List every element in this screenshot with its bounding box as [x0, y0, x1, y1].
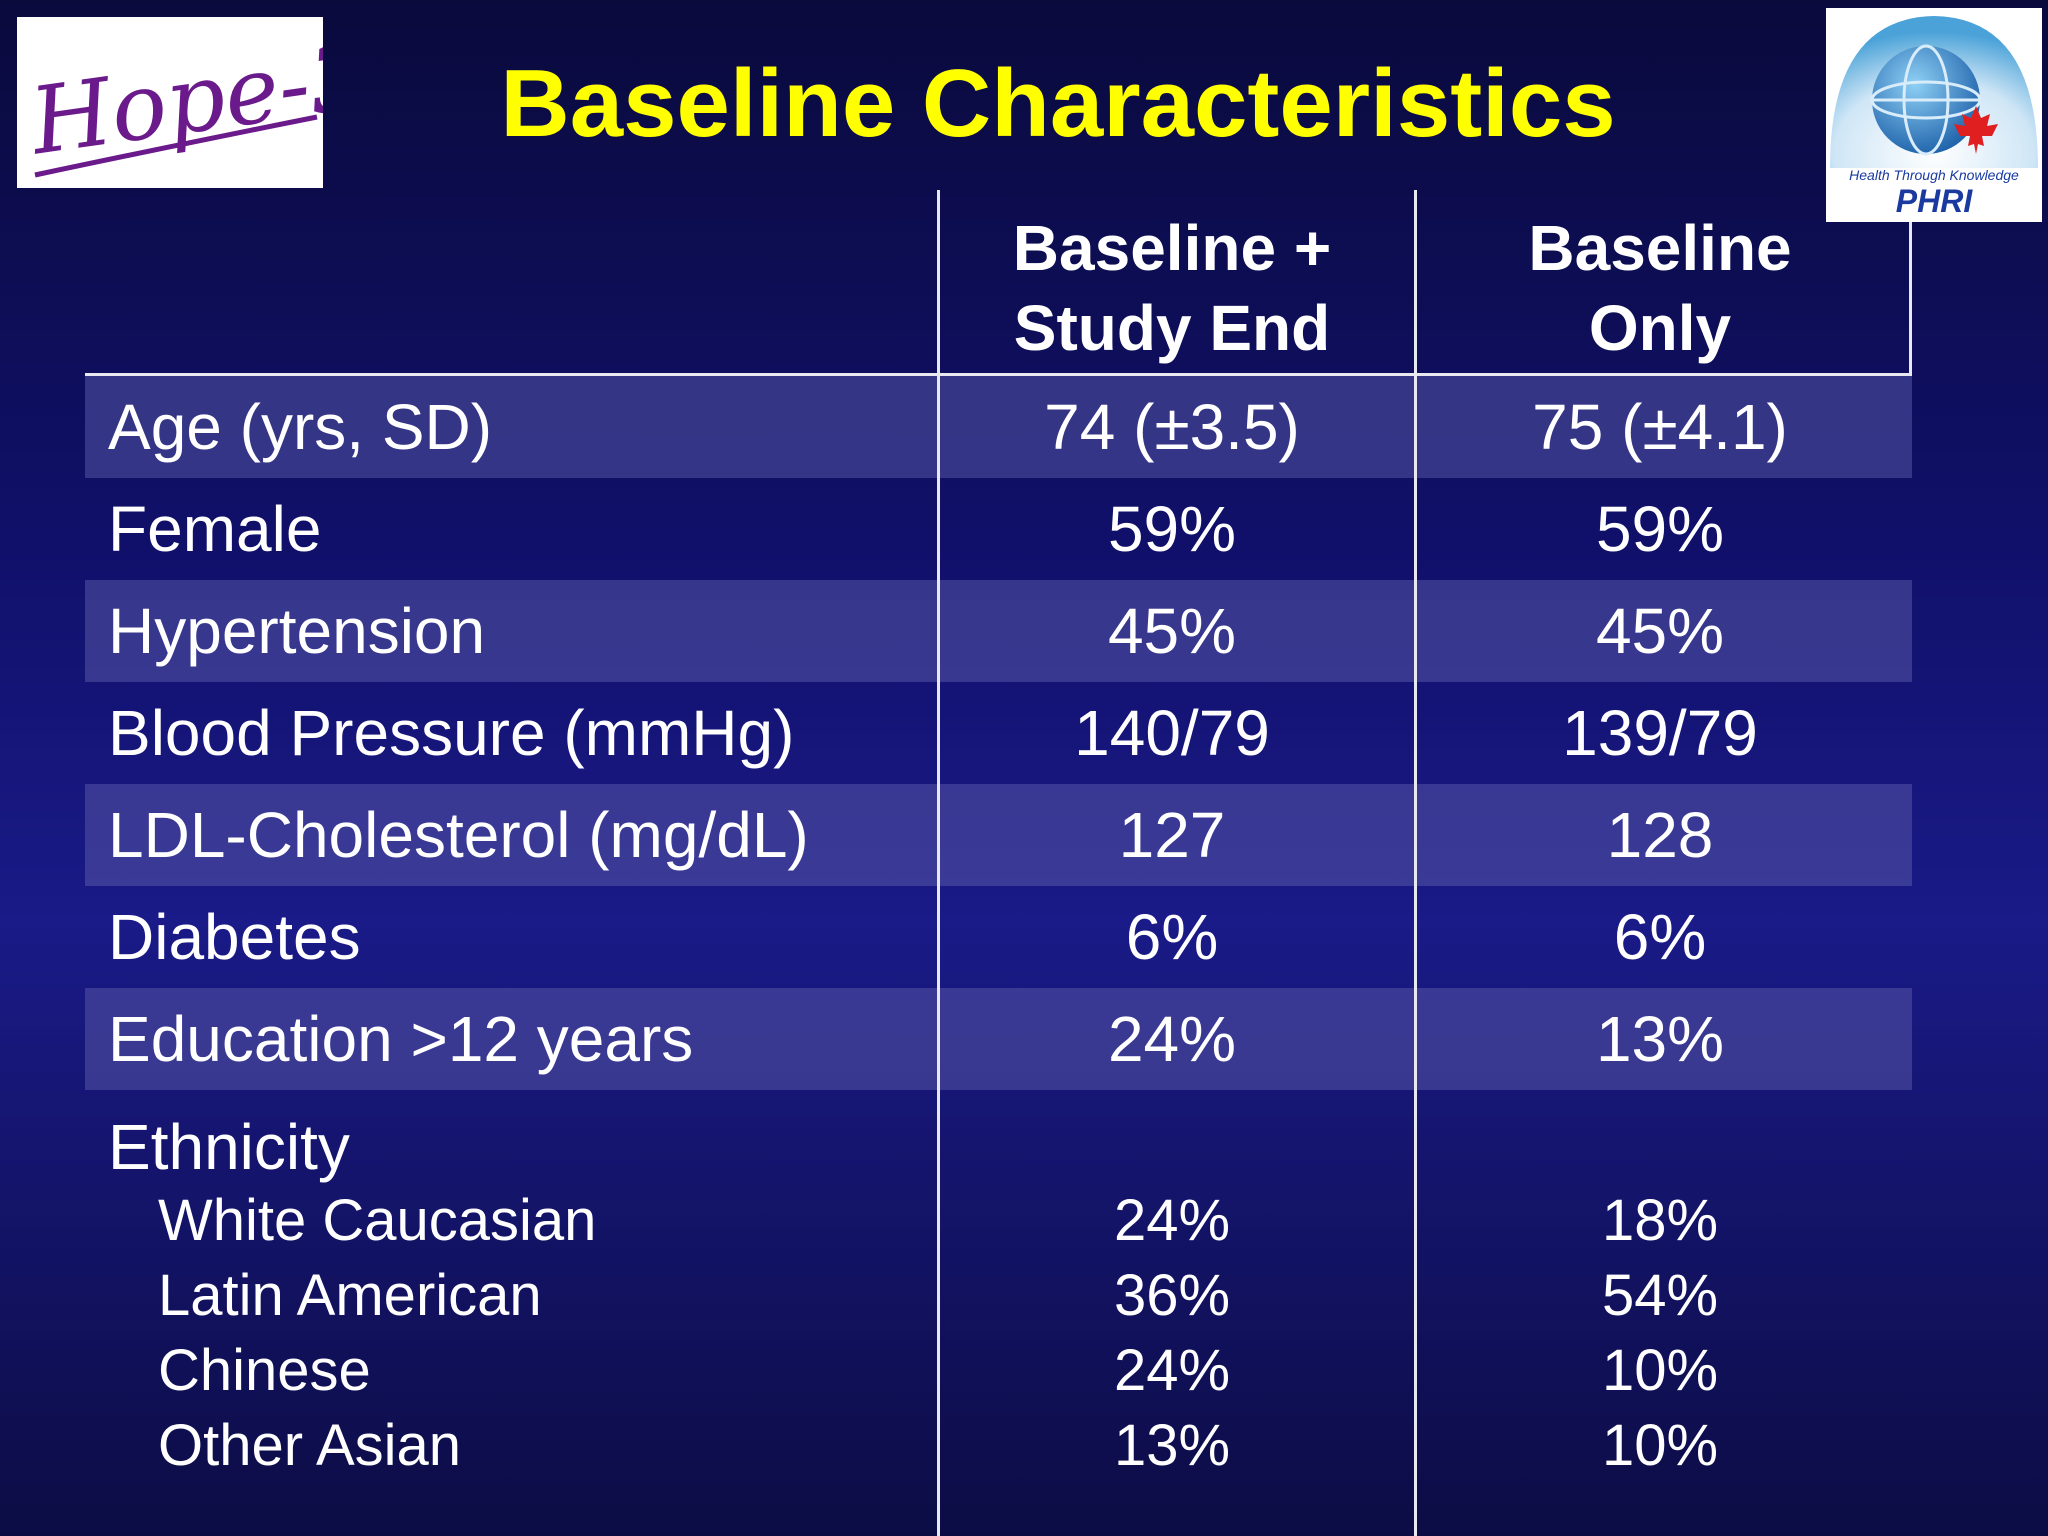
ethnicity-value: 36% — [1113, 1263, 1231, 1328]
row-value-col2: 59% — [1595, 493, 1725, 565]
ethnicity-label: Latin American — [158, 1263, 542, 1328]
row-label: LDL-Cholesterol (mg/dL) — [108, 799, 809, 871]
column-header-baseline-only: Baseline Only — [1415, 208, 1905, 368]
table-row-blood-pressure: Blood Pressure (mmHg) 140/79 139/79 — [85, 682, 1912, 784]
table-row-diabetes: Diabetes 6% 6% — [85, 886, 1912, 988]
row-value-col1: 45% — [1107, 595, 1237, 667]
ethnicity-value: 24% — [1113, 1188, 1231, 1253]
hope3-underline — [34, 114, 318, 178]
maple-leaf-icon — [1954, 106, 1998, 154]
table-row-hypertension: Hypertension 45% 45% — [85, 580, 1912, 682]
column-header-line: Only — [1588, 292, 1732, 364]
ethnicity-label: White Caucasian — [158, 1188, 597, 1253]
ethnicity-labels: White Caucasian Latin American Chinese O… — [158, 1183, 596, 1483]
table-row-age: Age (yrs, SD) 74 (±3.5) 75 (±4.1) — [85, 376, 1912, 478]
column-header-line: Study End — [1013, 292, 1331, 364]
ethnicity-label: Other Asian — [158, 1413, 462, 1478]
row-value-col2: 45% — [1595, 595, 1725, 667]
header-divider — [85, 373, 1912, 376]
phri-name: PHRI — [1896, 183, 1974, 219]
row-label: Age (yrs, SD) — [108, 391, 493, 463]
row-value-col1: 74 (±3.5) — [1044, 391, 1300, 463]
row-value-col1: 6% — [1125, 901, 1219, 973]
ethnicity-value: 13% — [1113, 1413, 1231, 1478]
row-value-col1: 140/79 — [1074, 697, 1270, 769]
hope3-logo: Hope-3 — [17, 17, 323, 188]
row-value-col2: 6% — [1613, 901, 1707, 973]
row-label: Female — [108, 493, 322, 565]
row-value-col2: 75 (±4.1) — [1532, 391, 1788, 463]
column-header-line: Baseline — [1528, 212, 1792, 284]
ethnicity-values-col2: 18% 54% 10% 10% — [1415, 1183, 1905, 1483]
row-value-col2: 13% — [1595, 1003, 1725, 1075]
page-title: Baseline Characteristics — [500, 50, 1616, 157]
ethnicity-values-col1: 24% 36% 24% 13% — [937, 1183, 1407, 1483]
column-divider-2 — [1414, 190, 1417, 1536]
ethnicity-value: 54% — [1601, 1263, 1719, 1328]
row-label: Blood Pressure (mmHg) — [108, 697, 795, 769]
ethnicity-value: 24% — [1113, 1338, 1231, 1403]
ethnicity-value: 18% — [1601, 1188, 1719, 1253]
row-label: Diabetes — [108, 901, 361, 973]
ethnicity-heading: Ethnicity — [108, 1111, 350, 1183]
table-row-female: Female 59% 59% — [85, 478, 1912, 580]
column-header-baseline-study-end: Baseline + Study End — [937, 208, 1407, 368]
column-divider-1 — [937, 190, 940, 1536]
row-label: Education >12 years — [108, 1003, 694, 1075]
row-value-col1: 24% — [1107, 1003, 1237, 1075]
ethnicity-label: Chinese — [158, 1338, 371, 1403]
table-row-ldl-cholesterol: LDL-Cholesterol (mg/dL) 127 128 — [85, 784, 1912, 886]
ethnicity-value: 10% — [1601, 1413, 1719, 1478]
column-divider-right — [1909, 222, 1912, 376]
phri-logo: Health Through Knowledge PHRI — [1826, 8, 2042, 222]
row-value-col1: 127 — [1118, 799, 1226, 871]
ethnicity-value: 10% — [1601, 1338, 1719, 1403]
hope3-logo-text: Hope-3 — [22, 22, 323, 175]
column-header-line: Baseline + — [1012, 212, 1332, 284]
table-row-education: Education >12 years 24% 13% — [85, 988, 1912, 1090]
phri-tagline: Health Through Knowledge — [1849, 167, 2019, 183]
row-value-col1: 59% — [1107, 493, 1237, 565]
row-value-col2: 128 — [1606, 799, 1714, 871]
row-value-col2: 139/79 — [1562, 697, 1758, 769]
row-label: Hypertension — [108, 595, 486, 667]
